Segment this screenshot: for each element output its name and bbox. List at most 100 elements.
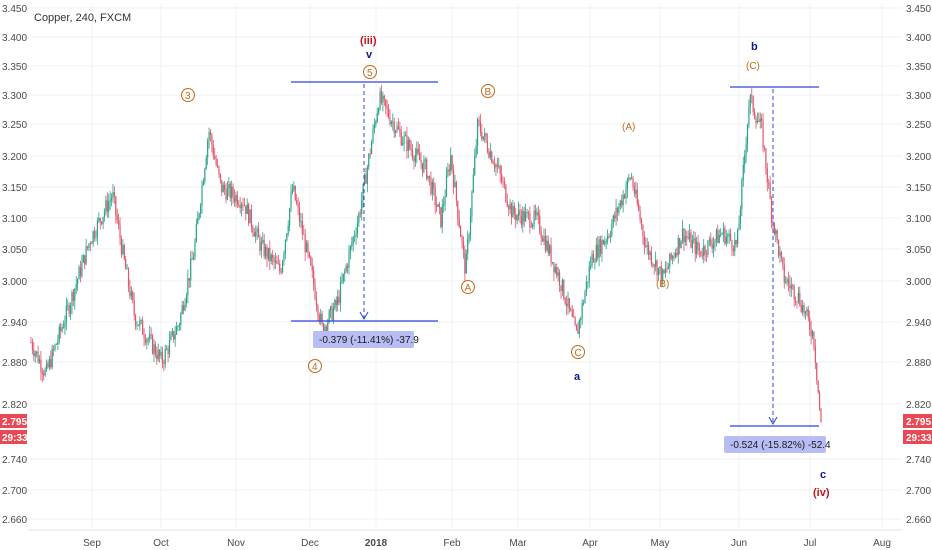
candle-body (102, 216, 104, 224)
y-tick-right: 3.450 (906, 4, 931, 15)
candle-body (464, 249, 466, 274)
candle-body (166, 348, 168, 350)
candle-body (628, 178, 630, 180)
candle-body (753, 112, 756, 118)
candle-body (178, 325, 180, 327)
candle-body (546, 240, 548, 251)
candle-body (508, 206, 510, 210)
candle-body (768, 182, 770, 184)
candle-body (383, 95, 385, 100)
candle-body (513, 206, 515, 215)
candle-body (718, 234, 720, 243)
y-tick-left: 3.300 (2, 91, 27, 102)
candle-body (243, 205, 245, 207)
candle-body (543, 236, 545, 242)
measure-tool-1[interactable]: -0.379 (-11.41%) -37.9 (291, 81, 438, 348)
candle-body (517, 210, 520, 216)
candle-body (126, 268, 128, 270)
candle-body (588, 266, 590, 282)
candle-body (269, 247, 271, 262)
candle-body (208, 132, 210, 141)
candle-body (739, 209, 742, 224)
candle-body (325, 326, 327, 332)
candle-body (762, 121, 764, 148)
candle-body (378, 109, 380, 114)
candle-body (218, 166, 220, 174)
candle-body (279, 263, 281, 272)
candle-body (625, 189, 627, 199)
candle-body (645, 246, 647, 247)
candle-body (728, 233, 730, 236)
candle-body (194, 241, 196, 258)
candle-body (434, 188, 436, 206)
candle-body (370, 142, 373, 154)
candle-body (591, 254, 593, 266)
y-tick-right: 3.050 (906, 245, 931, 256)
candle-body (435, 205, 438, 207)
y-tick-left: 3.100 (2, 214, 27, 225)
candle-body (493, 164, 496, 168)
candle-body (399, 128, 401, 132)
candle-body (556, 267, 558, 276)
candle-body (567, 298, 569, 307)
candle-body (441, 205, 443, 228)
candle-body (242, 204, 244, 206)
candle-body (575, 324, 578, 331)
y-tick-left: 2.660 (2, 515, 27, 526)
candle-body (192, 257, 195, 260)
candle-body (440, 207, 442, 228)
candle-body (149, 334, 151, 340)
sub-label-A: (A) (622, 122, 635, 133)
candle-body (433, 182, 435, 189)
candle-body (139, 320, 141, 326)
candle-body (375, 121, 377, 125)
candle-body (34, 352, 36, 356)
x-tick-label: Jul (804, 538, 817, 549)
candle-body (61, 327, 63, 331)
candle-body (790, 285, 792, 289)
candlestick-series (30, 84, 822, 423)
candle-body (527, 212, 530, 214)
candle-body (38, 359, 41, 363)
candle-body (229, 184, 231, 199)
candle-body (710, 239, 712, 245)
candle-body (612, 215, 614, 225)
candle-body (426, 159, 428, 179)
candle-body (221, 179, 223, 193)
price-badge-left: 2.795 29:33 (0, 414, 28, 444)
candle-body (742, 164, 744, 181)
y-tick-right: 2.940 (906, 318, 931, 329)
candle-body (420, 160, 422, 163)
candle-body (262, 240, 264, 243)
candle-body (342, 273, 344, 282)
candle-body (424, 159, 426, 162)
candle-body (101, 221, 103, 224)
candle-body (421, 162, 424, 172)
candle-body (519, 210, 521, 216)
candle-body (460, 226, 462, 238)
candle-body (277, 263, 279, 265)
candle-body (30, 342, 32, 343)
candle-body (717, 229, 719, 243)
measure-label-1: -0.379 (-11.41%) -37.9 (319, 335, 419, 346)
candle-body (64, 322, 66, 328)
candle-body (488, 151, 490, 158)
candle-body (411, 150, 414, 158)
candle-body (289, 208, 291, 226)
wave-label-a: a (574, 371, 581, 383)
candle-body (368, 153, 370, 168)
svg-text:4: 4 (312, 362, 318, 373)
candle-body (406, 135, 408, 151)
candle-body (608, 236, 610, 238)
candle-body (809, 317, 811, 330)
candle-body (65, 305, 67, 323)
chart-grid (28, 4, 902, 528)
y-tick-left: 3.400 (2, 33, 27, 44)
candle-body (93, 231, 96, 238)
candle-body (286, 233, 288, 241)
candle-body (95, 236, 97, 238)
measure-tool-2[interactable]: -0.524 (-15.82%) -52.4 (724, 86, 831, 453)
candle-body (684, 236, 686, 243)
candle-body (454, 181, 456, 188)
